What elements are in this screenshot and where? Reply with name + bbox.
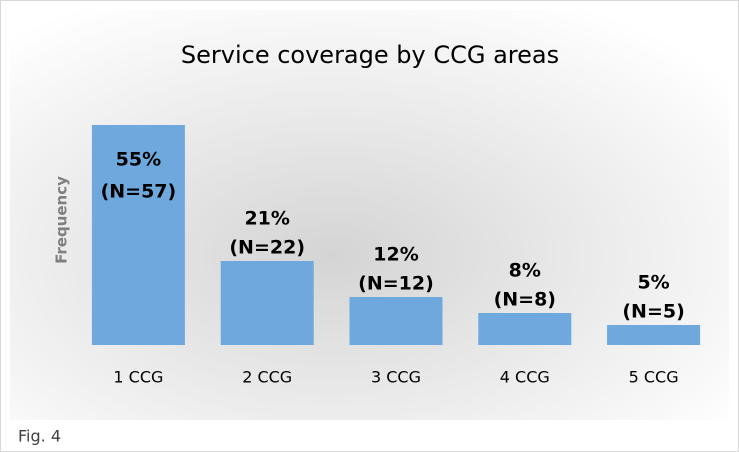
x-tick-label: 5 CCG [629,368,679,387]
caption: Fig. 4 [18,427,61,446]
data-label: 21% [244,208,289,230]
chart-title: Service coverage by CCG areas [181,41,559,69]
count-label: (N=22) [229,237,305,259]
count-label: (N=8) [494,289,556,311]
bar [220,261,314,345]
x-tick-label: 2 CCG [242,368,292,387]
bar [349,297,443,345]
data-label: 5% [637,272,669,294]
bar [91,125,185,345]
data-label: 55% [116,149,161,171]
count-label: (N=12) [358,273,434,295]
bar [607,325,701,345]
x-tick-label: 4 CCG [500,368,550,387]
x-tick-label: 3 CCG [371,368,421,387]
count-label: (N=57) [101,181,177,203]
y-axis-label: Frequency [53,176,71,264]
data-label: 8% [509,260,541,282]
x-tick-label: 1 CCG [113,368,163,387]
data-label: 12% [373,244,418,266]
bar [478,313,572,345]
count-label: (N=5) [622,301,684,323]
